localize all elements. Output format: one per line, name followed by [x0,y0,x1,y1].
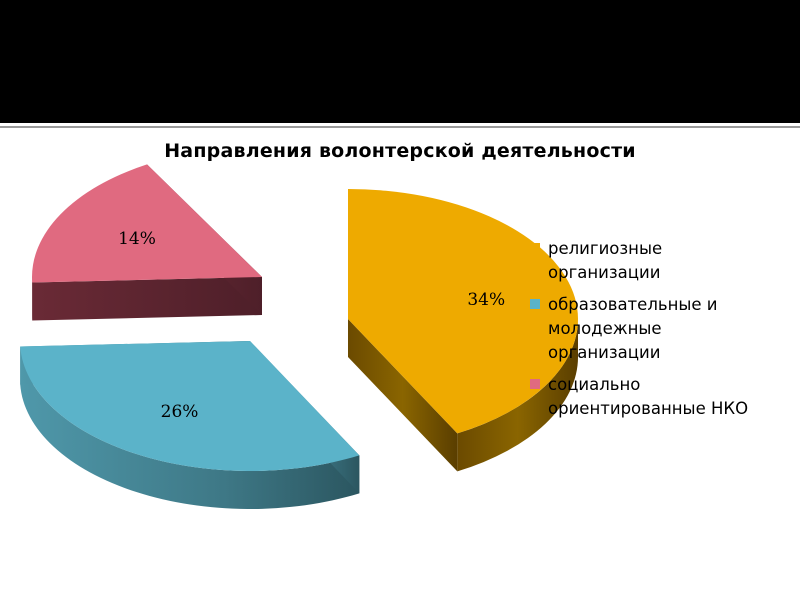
legend-label-education: образовательные и молодежные организации [548,295,718,362]
legend-item-social: социально ориентированные НКО [530,373,790,421]
legend-item-religious: религиозные организации [530,237,790,285]
pie-slice-wall-a-social [32,277,262,321]
slide-divider [0,126,800,128]
pie-slice-top-social [32,164,262,283]
chart-legend: религиозные организации образовательные … [530,237,790,429]
legend-label-social: социально ориентированные НКО [548,375,749,418]
legend-label-religious: религиозные организации [548,239,663,282]
pie-slice-religious [348,189,578,472]
slice-label-social: 14% [118,229,156,249]
slide-title-band [0,0,800,123]
pie-slice-top-religious [348,189,578,434]
pie-slice-wall-b-religious [348,319,458,472]
legend-item-education: образовательные и молодежные организации [530,293,790,365]
slice-label-education: 26% [161,402,199,422]
pie-slice-side-education [20,346,360,509]
slice-label-religious: 34% [467,290,505,310]
legend-swatch-social [530,379,540,389]
pie-slice-education [20,341,360,509]
pie-slice-social [32,164,262,321]
chart-title: Направления волонтерской деятельности [164,140,636,162]
legend-swatch-religious [530,243,540,253]
pie-slice-top-education [20,341,360,471]
legend-swatch-education [530,299,540,309]
pie-slice-side-religious [457,319,578,472]
